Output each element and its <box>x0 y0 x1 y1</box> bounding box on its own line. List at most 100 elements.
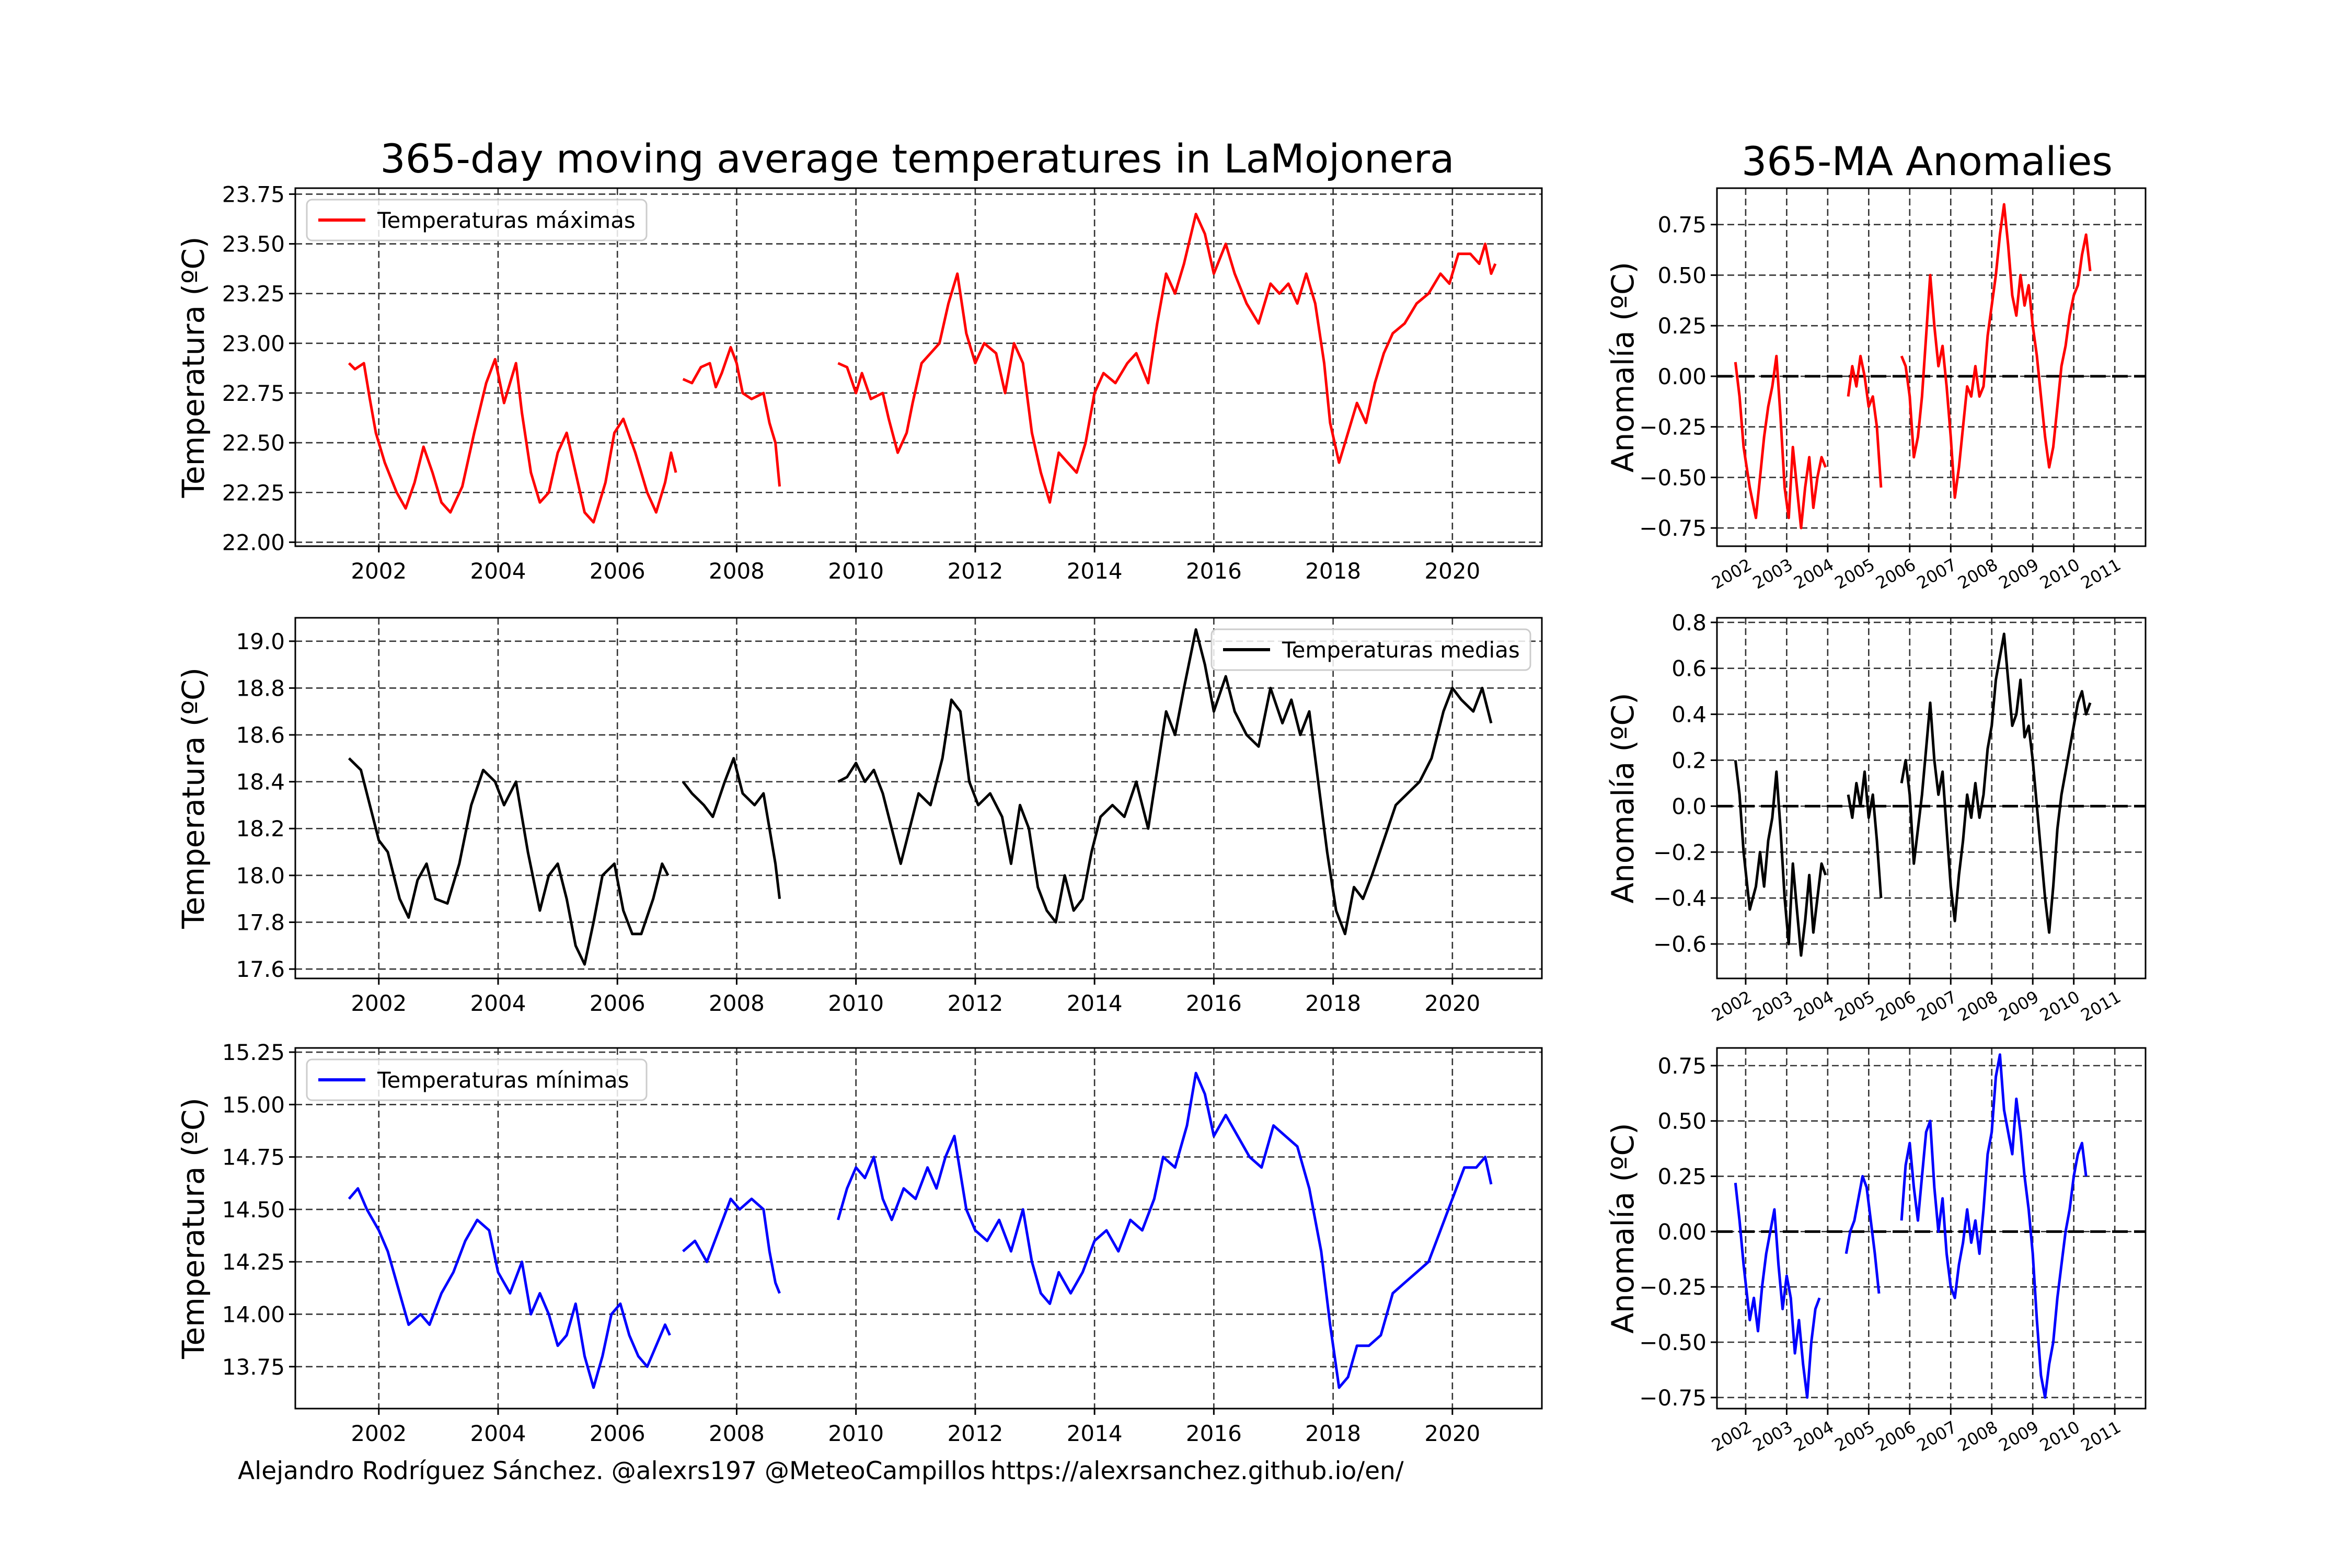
y-tick-label: 0.6 <box>1671 656 1707 682</box>
x-tick-label: 2002 <box>1708 987 1755 1025</box>
y-tick-label: 0.00 <box>1657 364 1707 389</box>
x-tick-label: 2003 <box>1749 987 1796 1025</box>
y-tick-label: −0.4 <box>1653 885 1707 911</box>
y-tick-label: 0.75 <box>1657 1053 1707 1079</box>
y-tick-label: 0.25 <box>1657 1164 1707 1190</box>
y-tick-label: 0.25 <box>1657 313 1707 339</box>
x-tick-label: 2020 <box>1424 990 1480 1016</box>
series-line-min_anom-segment-3 <box>1900 1053 2088 1399</box>
x-tick-label: 2007 <box>1913 987 1961 1025</box>
x-tick-label: 2007 <box>1913 1417 1961 1456</box>
x-tick-label: 2004 <box>470 1421 526 1446</box>
y-axis-label: Temperatura (ºC) <box>176 1098 211 1359</box>
panel-min-anomalies: 2002200320042005200620072008200920102011… <box>1605 1047 2147 1456</box>
x-tick-label: 2016 <box>1186 990 1242 1016</box>
x-tick-label: 2002 <box>351 1421 407 1446</box>
y-tick-label: 19.0 <box>236 629 285 654</box>
x-tick-label: 2018 <box>1305 1421 1361 1446</box>
x-tick-label: 2010 <box>2036 555 2083 593</box>
y-tick-label: 17.8 <box>236 909 285 935</box>
x-tick-label: 2016 <box>1186 558 1242 584</box>
y-tick-label: 23.75 <box>222 181 285 207</box>
x-tick-label: 2010 <box>828 990 884 1016</box>
y-tick-label: 18.4 <box>236 769 285 795</box>
x-tick-label: 2014 <box>1067 558 1123 584</box>
credit-url[interactable]: https://alexrsanchez.github.io/en/ <box>990 1457 1404 1485</box>
x-tick-label: 2004 <box>470 558 526 584</box>
legend-label: Temperaturas medias <box>1282 637 1520 663</box>
y-tick-label: 0.2 <box>1671 747 1707 773</box>
series-line-min-segment-3 <box>836 1071 1493 1389</box>
y-tick-label: −0.6 <box>1653 931 1707 957</box>
y-tick-label: −0.25 <box>1639 414 1707 440</box>
y-axis-label: Anomalía (ºC) <box>1605 262 1641 472</box>
x-tick-label: 2010 <box>828 558 884 584</box>
x-tick-label: 2002 <box>1708 1417 1755 1456</box>
y-tick-label: −0.75 <box>1639 1385 1707 1411</box>
x-tick-label: 2010 <box>828 1421 884 1446</box>
legend-box <box>1210 628 1531 671</box>
series-line-min_anom-segment-1 <box>1734 1182 1821 1399</box>
x-tick-label: 2008 <box>709 1421 765 1446</box>
y-tick-label: 18.0 <box>236 863 285 889</box>
x-tick-label: 2005 <box>1831 987 1878 1025</box>
x-tick-label: 2006 <box>590 558 645 584</box>
x-tick-label: 2004 <box>1790 555 1837 593</box>
legend-label: Temperaturas máximas <box>377 207 636 233</box>
x-tick-label: 2012 <box>947 1421 1003 1446</box>
y-tick-label: 14.75 <box>222 1145 285 1170</box>
x-tick-label: 2003 <box>1749 555 1796 593</box>
y-tick-label: 23.50 <box>222 232 285 257</box>
y-tick-label: 0.8 <box>1671 610 1707 636</box>
x-tick-label: 2006 <box>590 1421 645 1446</box>
x-tick-label: 2009 <box>1996 555 2043 593</box>
plot-frame <box>294 617 1543 979</box>
series-line-max-segment-3 <box>837 213 1497 504</box>
plot-frame <box>294 1047 1543 1410</box>
main-title: 365-day moving average temperatures in L… <box>380 135 1454 182</box>
x-tick-label: 2002 <box>351 990 407 1016</box>
y-tick-label: 0.75 <box>1657 212 1707 238</box>
x-tick-label: 2014 <box>1067 1421 1123 1446</box>
y-tick-label: 22.50 <box>222 430 285 456</box>
panel-mean-temperatures: 2002 2004 2006 2008 2010 2012 2014 2016 2018 2020… <box>176 617 1543 1016</box>
series-line-max_anom-segment-1 <box>1734 354 1827 529</box>
y-tick-label: 18.8 <box>236 675 285 701</box>
y-tick-label: 22.75 <box>222 381 285 406</box>
y-tick-label: 0.4 <box>1671 702 1707 728</box>
panel-mean-anomalies: 2002200320042005200620072008200920102011… <box>1605 610 2147 1025</box>
x-tick-label: 2008 <box>1954 555 2001 593</box>
y-tick-label: 23.00 <box>222 331 285 356</box>
series-line-mean_anom-segment-3 <box>1900 632 2092 934</box>
y-tick-label: 0.50 <box>1657 1109 1707 1134</box>
y-tick-label: 13.75 <box>222 1354 285 1380</box>
x-tick-label: 2010 <box>2036 987 2083 1025</box>
credit-author: Alejandro Rodríguez Sánchez. @alexrs197 … <box>238 1457 985 1485</box>
series-line-max-segment-1 <box>348 358 677 524</box>
y-tick-label: 14.25 <box>222 1249 285 1275</box>
y-tick-label: 22.25 <box>222 480 285 505</box>
x-tick-label: 2002 <box>1708 555 1755 593</box>
x-tick-label: 2018 <box>1305 558 1361 584</box>
y-tick-label: 22.00 <box>222 529 285 555</box>
x-tick-label: 2006 <box>590 990 645 1016</box>
series-line-mean_anom-segment-1 <box>1734 760 1827 957</box>
y-tick-label: 18.2 <box>236 816 285 841</box>
x-tick-label: 2005 <box>1831 555 1878 593</box>
x-tick-label: 2004 <box>1790 1417 1837 1456</box>
y-axis-label: Temperatura (ºC) <box>176 236 211 498</box>
legend: Temperaturas máximas <box>306 199 648 241</box>
y-tick-label: −0.75 <box>1639 515 1707 541</box>
x-tick-label: 2012 <box>947 990 1003 1016</box>
x-tick-label: 2012 <box>947 558 1003 584</box>
y-axis-label: Anomalía (ºC) <box>1605 1123 1641 1333</box>
x-tick-label: 2005 <box>1831 1417 1878 1456</box>
y-axis-label: Anomalía (ºC) <box>1605 693 1641 903</box>
y-tick-label: 14.00 <box>222 1301 285 1327</box>
x-tick-label: 2020 <box>1424 1421 1480 1446</box>
x-tick-label: 2011 <box>2078 987 2125 1025</box>
x-tick-label: 2011 <box>2078 555 2125 593</box>
series-line-mean-segment-1 <box>348 757 670 966</box>
x-tick-label: 2008 <box>1954 1417 2001 1456</box>
panel-max-temperatures: 2002 2004 2006 2008 2010 2012 2014 2016 2018 2020… <box>176 181 1543 584</box>
